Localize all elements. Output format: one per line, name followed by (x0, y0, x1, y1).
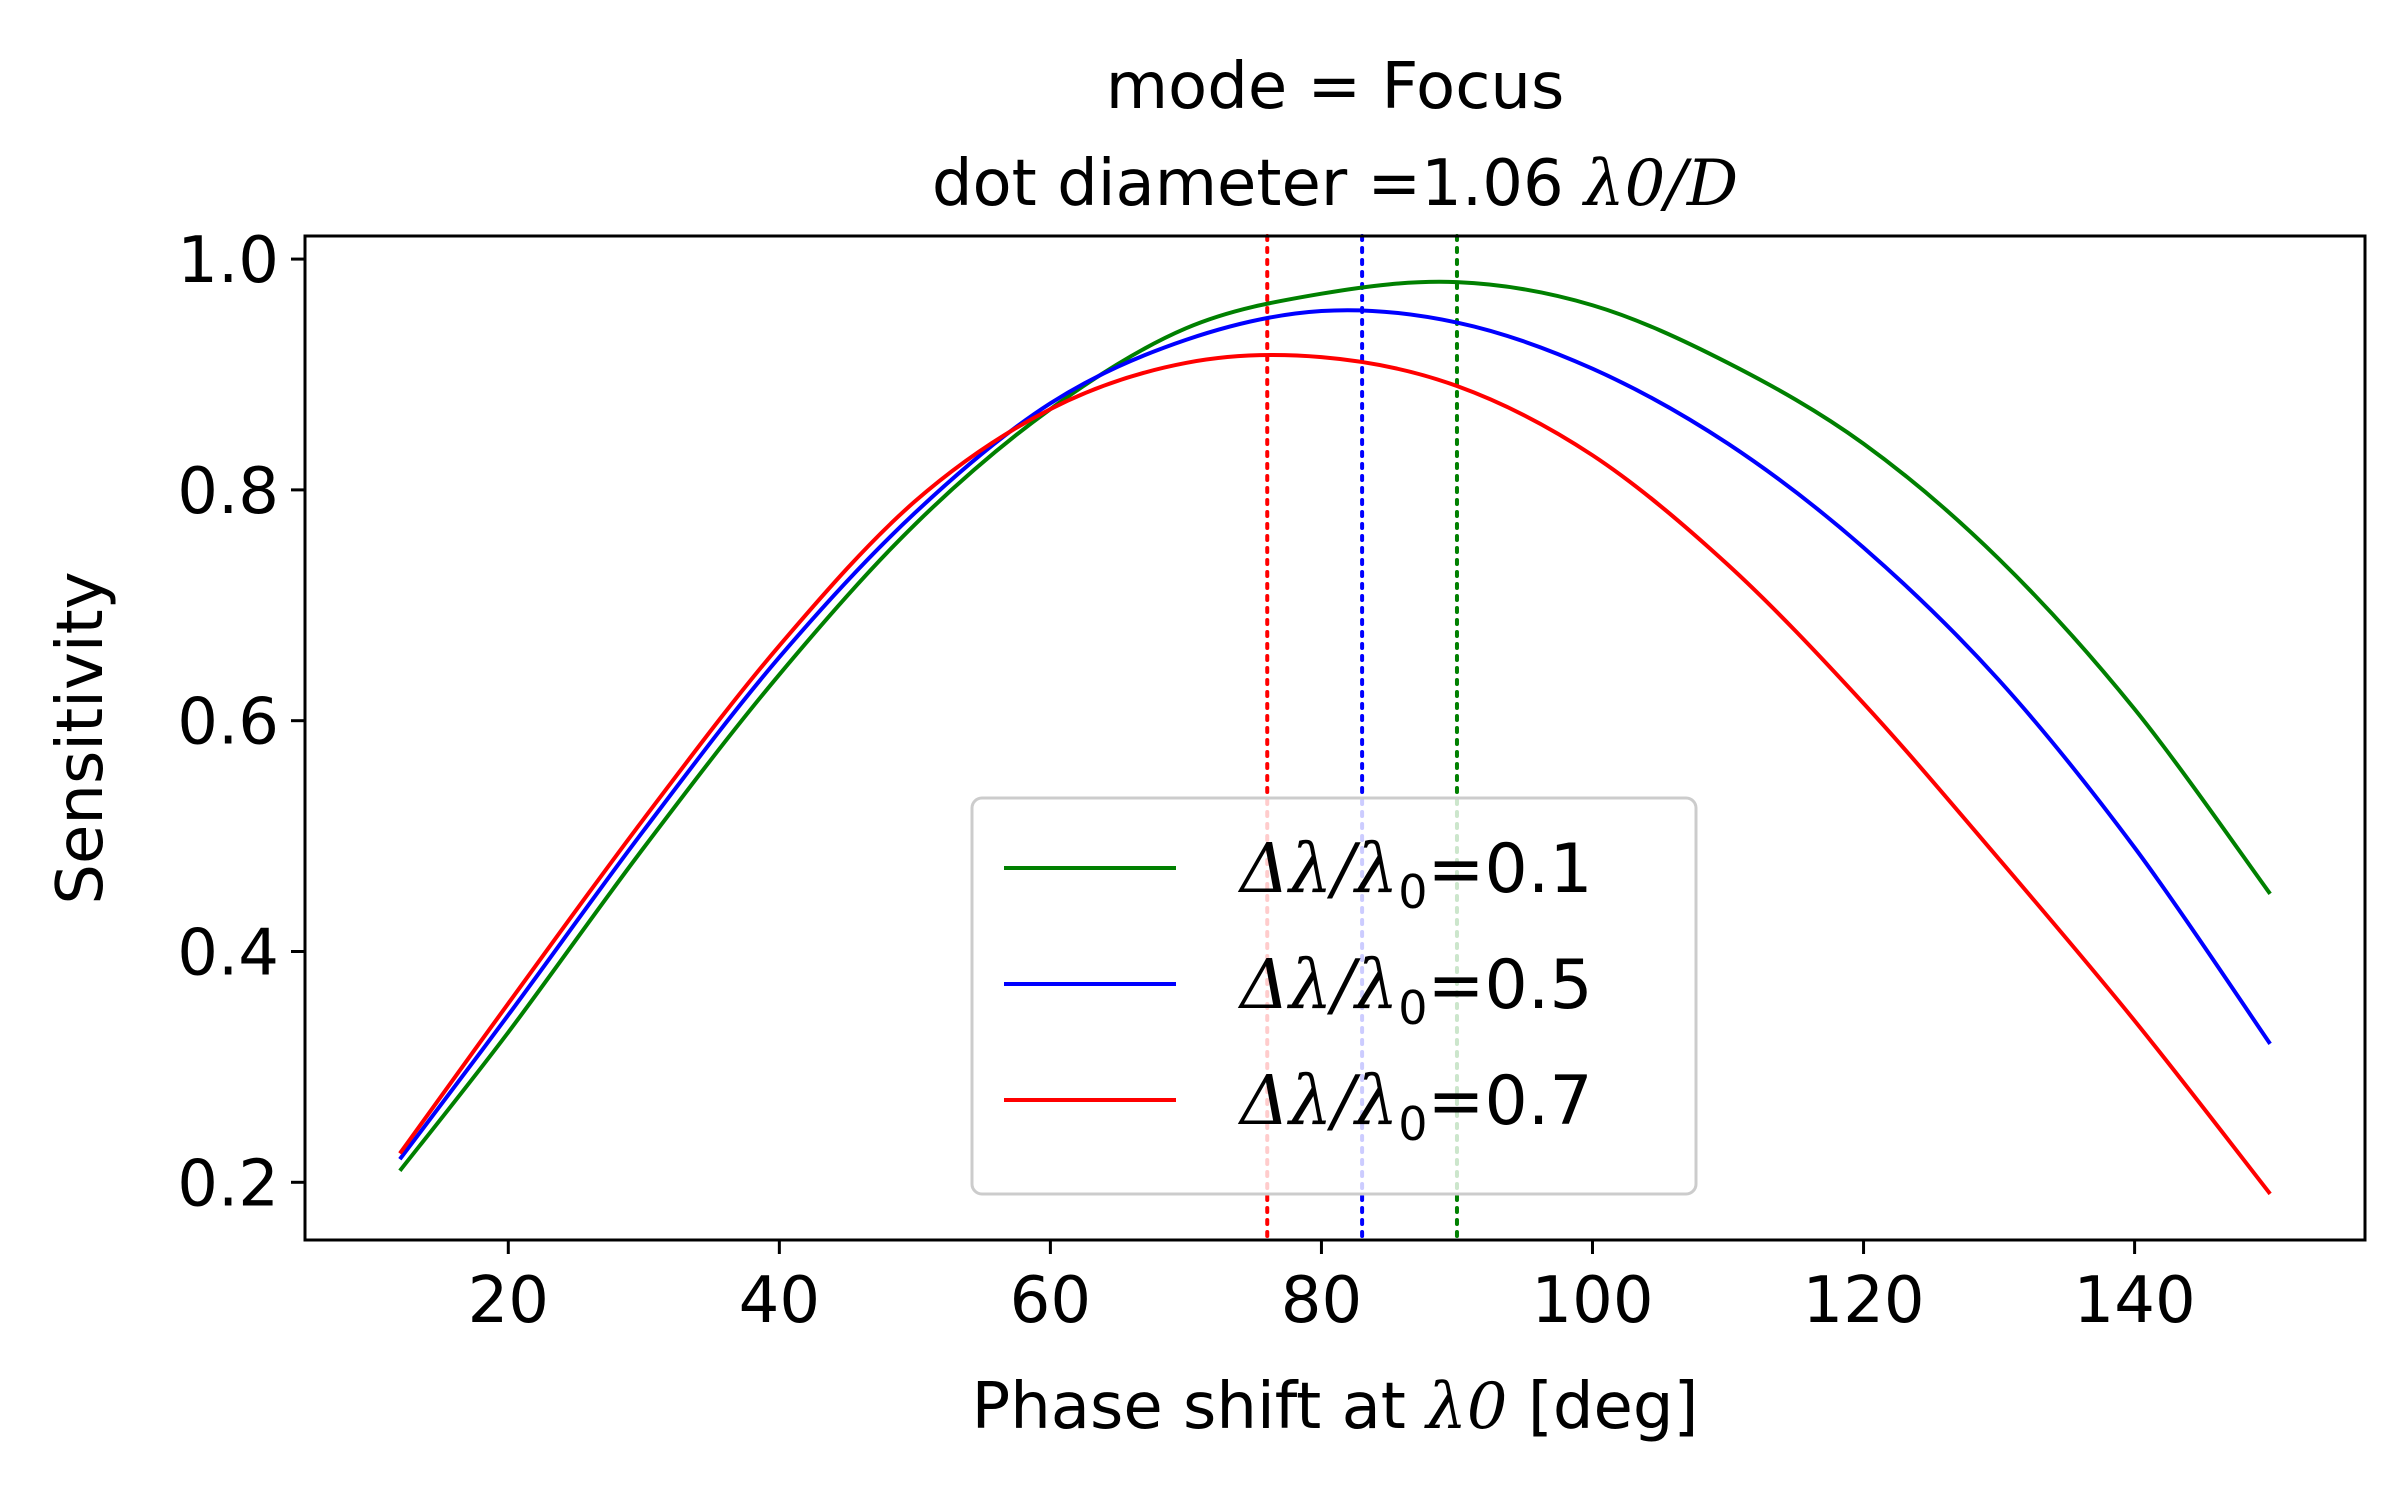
series-line-0 (398, 279, 2272, 1172)
legend-box (970, 796, 1698, 1196)
x-axis-label-math: λ0 (1423, 1370, 1507, 1444)
y-tick-label-4: 1.0 (177, 224, 279, 298)
chart-title-line1: mode = Focus (1106, 50, 1565, 124)
x-tick-label-1: 40 (739, 1264, 820, 1338)
y-tick-label-3: 0.8 (177, 455, 279, 529)
y-tick-label-0: 0.2 (177, 1147, 279, 1221)
plot-frame (303, 234, 2367, 1242)
legend: Δλ/λ0=0.1 Δλ/λ0=0.5 Δλ/λ0=0.7 (970, 796, 1698, 1196)
x-tick-label-5: 120 (1802, 1264, 1924, 1338)
series-line-1 (398, 308, 2272, 1161)
series-lines (398, 279, 2272, 1196)
peak-marker-lines (1265, 234, 1459, 1242)
x-tick-label-3: 80 (1281, 1264, 1362, 1338)
x-tick-label-0: 20 (468, 1264, 549, 1338)
x-axis: 20 40 60 80 100 120 140 (468, 1240, 2196, 1338)
y-tick-label-2: 0.6 (177, 686, 279, 760)
y-axis: 0.2 0.4 0.6 0.8 1.0 (177, 224, 305, 1221)
chart-title-line2: dot diameter =1.06 λ0/D (932, 147, 1738, 221)
x-axis-label-suffix: [deg] (1508, 1370, 1699, 1444)
x-tick-label-2: 60 (1010, 1264, 1091, 1338)
series-line-2 (398, 353, 2272, 1196)
legend-label-2: Δλ/λ0=0.7 (1237, 1062, 1593, 1151)
x-tick-label-4: 100 (1531, 1264, 1653, 1338)
legend-label-1: Δλ/λ0=0.5 (1237, 946, 1593, 1035)
x-axis-label-prefix: Phase shift at (972, 1370, 1427, 1444)
legend-label-0: Δλ/λ0=0.1 (1237, 830, 1593, 919)
legend-items: Δλ/λ0=0.1 Δλ/λ0=0.5 Δλ/λ0=0.7 (1004, 830, 1593, 1151)
plot-area (398, 234, 2272, 1242)
y-tick-label-1: 0.4 (177, 916, 279, 990)
x-tick-label-6: 140 (2074, 1264, 2196, 1338)
chart-title-line2-math: λ0/D (1581, 147, 1738, 221)
x-axis-label: Phase shift at λ0 [deg] (972, 1370, 1699, 1444)
y-axis-label: Sensitivity (44, 571, 118, 904)
chart-title-line2-prefix: dot diameter =1.06 (932, 147, 1584, 221)
